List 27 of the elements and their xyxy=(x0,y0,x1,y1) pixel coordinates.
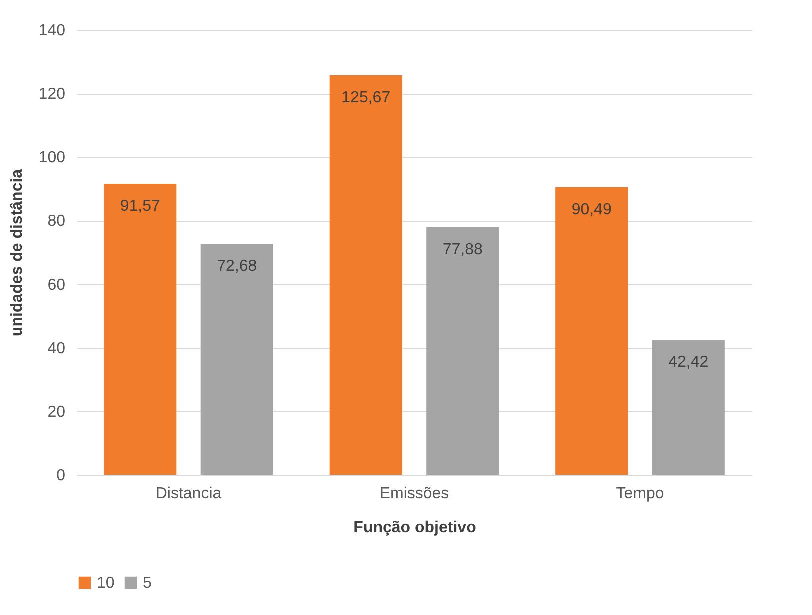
y-tick-label: 20 xyxy=(48,404,66,421)
data-label: 125,67 xyxy=(342,90,391,107)
x-tick-label: Emissões xyxy=(380,486,450,502)
data-label: 72,68 xyxy=(217,258,258,275)
bar xyxy=(426,227,500,475)
bar xyxy=(330,76,402,475)
bar xyxy=(200,244,274,475)
y-tick-label: 140 xyxy=(38,22,66,40)
legend-label: 5 xyxy=(143,575,152,592)
y-tick-label: 0 xyxy=(56,468,66,484)
data-label: 42,42 xyxy=(668,354,709,372)
bar xyxy=(104,184,177,475)
x-axis-title: Função objetivo xyxy=(354,520,477,536)
y-tick-label: 100 xyxy=(38,150,66,167)
legend-label: 10 xyxy=(97,575,115,592)
y-tick-label: 40 xyxy=(48,340,66,358)
data-label: 90,49 xyxy=(572,201,612,218)
data-label: 91,57 xyxy=(120,198,160,215)
y-tick-label: 60 xyxy=(48,276,66,294)
data-label: 77,88 xyxy=(442,241,483,258)
x-tick-label: Tempo xyxy=(616,486,664,502)
x-tick-label: Distancia xyxy=(156,486,222,502)
bar xyxy=(652,340,725,475)
y-tick-label: 120 xyxy=(38,86,66,104)
bar xyxy=(556,187,628,475)
y-axis-title: unidades de distância xyxy=(8,169,26,337)
y-tick-label: 80 xyxy=(48,213,66,230)
